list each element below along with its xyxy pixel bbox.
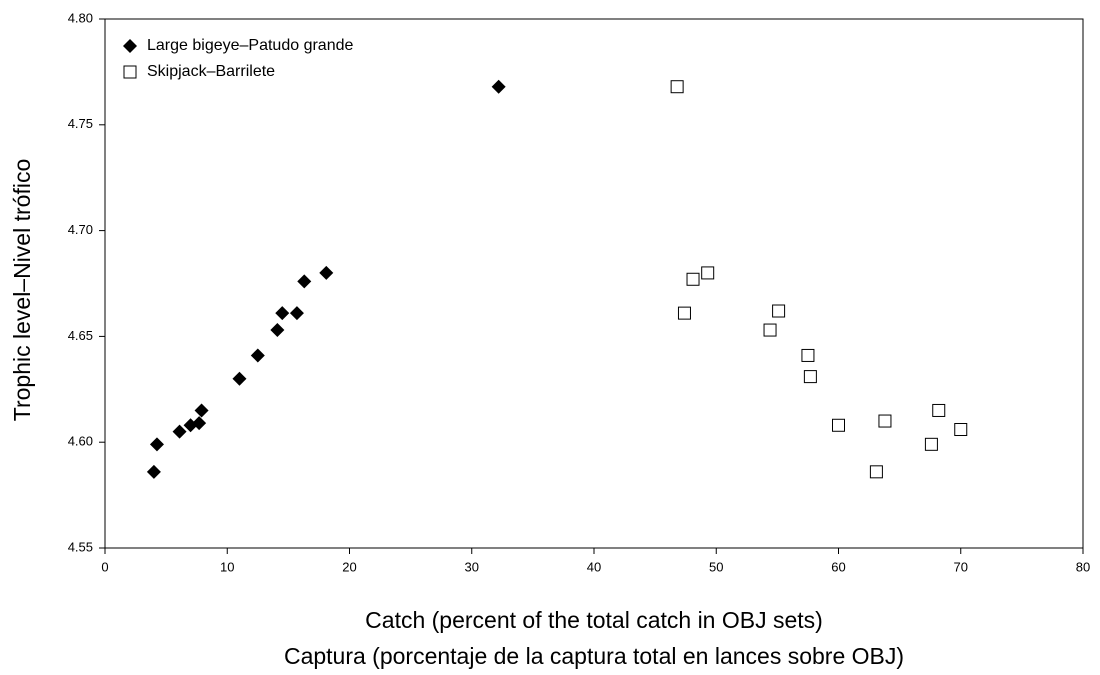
data-point xyxy=(954,423,968,437)
plot-frame xyxy=(104,18,1084,549)
data-point xyxy=(250,348,265,363)
data-point xyxy=(275,306,290,321)
y-tick-label: 4.70 xyxy=(68,222,93,237)
legend-label: Large bigeye–Patudo grande xyxy=(147,37,353,54)
data-point xyxy=(686,272,700,286)
x-tick-label: 40 xyxy=(587,559,601,574)
legend-label: Skipjack–Barrilete xyxy=(147,63,275,80)
x-axis-title: Catch (percent of the total catch in OBJ… xyxy=(365,607,823,633)
x-tick-label: 20 xyxy=(342,559,356,574)
y-tick-label: 4.75 xyxy=(68,116,93,131)
data-point xyxy=(491,79,506,94)
x-axis-title: Captura (porcentaje de la captura total … xyxy=(284,643,904,669)
data-point xyxy=(270,323,285,338)
data-point xyxy=(869,465,883,479)
x-tick-label: 50 xyxy=(709,559,723,574)
data-point xyxy=(878,414,892,428)
y-tick-label: 4.65 xyxy=(68,328,93,343)
data-point xyxy=(924,437,938,451)
data-point xyxy=(172,424,187,439)
data-point xyxy=(803,370,817,384)
x-tick-label: 10 xyxy=(220,559,234,574)
data-point xyxy=(232,371,247,386)
x-tick-label: 30 xyxy=(465,559,479,574)
data-point xyxy=(763,323,777,337)
data-point xyxy=(677,306,691,320)
x-tick-label: 60 xyxy=(831,559,845,574)
y-tick-label: 4.55 xyxy=(68,539,93,554)
data-point xyxy=(801,348,815,362)
x-tick-label: 70 xyxy=(954,559,968,574)
data-point xyxy=(194,403,209,418)
x-tick-label: 80 xyxy=(1076,559,1090,574)
data-point xyxy=(146,464,161,479)
data-point xyxy=(297,274,312,289)
y-tick-label: 4.60 xyxy=(68,434,93,449)
data-point xyxy=(772,304,786,318)
data-point xyxy=(289,306,304,321)
data-point xyxy=(701,266,715,280)
data-point xyxy=(192,416,207,431)
y-axis-title: Trophic level–Nivel trófico xyxy=(9,159,35,421)
x-tick-label: 0 xyxy=(101,559,108,574)
legend-marker xyxy=(123,39,137,53)
data-point xyxy=(932,403,946,417)
data-point xyxy=(149,437,164,452)
data-point xyxy=(832,418,845,432)
data-point xyxy=(670,80,684,94)
y-tick-label: 4.80 xyxy=(68,10,93,25)
data-point xyxy=(319,265,334,280)
legend-marker xyxy=(123,65,137,79)
